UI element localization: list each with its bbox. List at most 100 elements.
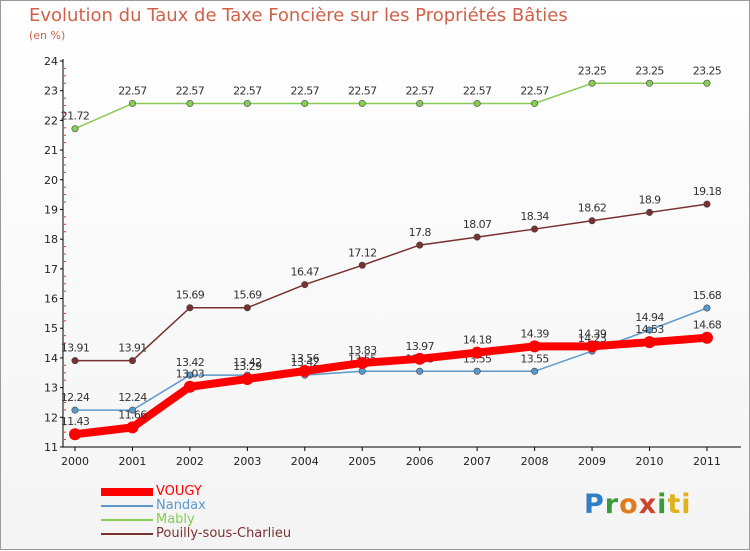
- data-label: 14.39: [578, 327, 607, 340]
- data-point: [128, 406, 136, 414]
- data-point: [645, 208, 653, 216]
- x-tick-label: 2007: [463, 455, 491, 468]
- y-tick-label: 11: [44, 441, 58, 454]
- data-label: 23.25: [693, 64, 722, 77]
- proxiti-logo: Proxiti: [584, 489, 692, 520]
- data-point: [183, 380, 196, 393]
- data-point: [645, 326, 653, 334]
- data-point: [301, 281, 309, 289]
- y-tick-label: 17: [44, 263, 58, 276]
- logo-letter: P: [584, 489, 605, 520]
- y-tick-label: 19: [44, 203, 58, 216]
- data-point: [645, 79, 653, 87]
- data-label: 17.8: [409, 226, 432, 239]
- data-point: [473, 99, 481, 107]
- data-point: [531, 99, 539, 107]
- data-point: [126, 421, 139, 434]
- data-label: 22.57: [291, 84, 320, 97]
- y-tick-label: 23: [44, 85, 58, 98]
- data-point: [588, 217, 596, 225]
- data-label: 13.55: [520, 352, 549, 365]
- data-label: 22.57: [348, 84, 377, 97]
- data-label: 22.57: [463, 84, 492, 97]
- data-label: 12.24: [61, 391, 90, 404]
- logo-letter: o: [619, 489, 639, 520]
- data-label: 15.69: [233, 289, 262, 302]
- data-label: 13.03: [176, 368, 205, 381]
- data-label: 11.43: [61, 415, 90, 428]
- y-tick-label: 24: [44, 55, 58, 68]
- data-label: 18.07: [463, 218, 492, 231]
- data-point: [69, 428, 81, 441]
- data-point: [186, 99, 194, 107]
- data-point: [71, 357, 79, 365]
- data-point: [356, 356, 369, 369]
- y-tick-label: 14: [44, 352, 58, 365]
- x-tick-label: 2000: [61, 455, 89, 468]
- data-point: [473, 233, 481, 241]
- x-tick-label: 2011: [693, 455, 721, 468]
- y-tick-label: 18: [44, 233, 58, 246]
- data-point: [703, 79, 711, 87]
- legend-swatch: [101, 505, 153, 507]
- data-point: [298, 364, 311, 377]
- data-point: [243, 99, 251, 107]
- data-label: 15.68: [693, 289, 722, 302]
- data-point: [588, 79, 596, 87]
- y-tick-label: 12: [44, 411, 58, 424]
- series-line-vougy: [71, 333, 711, 439]
- data-point: [128, 99, 136, 107]
- data-point: [186, 304, 194, 312]
- x-tick-label: 2009: [578, 455, 606, 468]
- data-label: 17.12: [348, 246, 377, 259]
- data-point: [358, 99, 366, 107]
- logo-letter: r: [604, 489, 620, 520]
- legend-item: Nandax: [101, 499, 361, 513]
- legend-item: Mably: [101, 513, 361, 527]
- data-label: 18.62: [578, 202, 607, 215]
- x-tick-label: 2010: [636, 455, 664, 468]
- legend-label: Nandax: [156, 498, 206, 513]
- legend-label: VOUGY: [156, 484, 202, 499]
- data-label: 22.57: [405, 84, 434, 97]
- y-tick-label: 16: [44, 293, 58, 306]
- data-label: 13.97: [405, 340, 434, 353]
- data-point: [700, 331, 713, 344]
- y-tick-label: 20: [44, 174, 58, 187]
- data-label: 13.56: [291, 352, 320, 365]
- data-label: 13.29: [233, 360, 262, 373]
- data-point: [241, 373, 254, 386]
- data-label: 19.18: [693, 185, 722, 198]
- legend-swatch: [101, 519, 153, 521]
- y-tick-label: 22: [44, 114, 58, 127]
- data-point: [416, 99, 424, 107]
- data-point: [586, 340, 599, 353]
- unit-label: (en %): [29, 29, 66, 42]
- series-line-pouilly-sous-charlieu: [75, 203, 708, 362]
- data-point: [528, 340, 541, 353]
- data-label: 14.68: [693, 319, 722, 332]
- data-point: [243, 304, 251, 312]
- y-tick-label: 15: [44, 322, 58, 335]
- data-label: 22.57: [176, 84, 205, 97]
- legend-item: VOUGY: [101, 485, 361, 499]
- data-label: 13.42: [176, 356, 205, 369]
- y-tick-label: 13: [44, 382, 58, 395]
- data-point: [703, 304, 711, 312]
- legend-swatch: [101, 488, 153, 496]
- data-label: 22.57: [118, 84, 147, 97]
- data-label: 12.24: [118, 391, 147, 404]
- data-point: [71, 406, 79, 414]
- x-tick-label: 2005: [348, 455, 376, 468]
- data-point: [416, 367, 424, 375]
- logo-letter: i: [657, 489, 668, 520]
- data-point: [71, 125, 79, 133]
- data-point: [358, 367, 366, 375]
- legend-label: Mably: [156, 512, 195, 527]
- data-point: [413, 352, 426, 365]
- x-tick-label: 2008: [521, 455, 549, 468]
- chart-legend: VOUGY Nandax Mably Pouilly-sous-Charlieu: [101, 485, 361, 541]
- data-label: 16.47: [291, 266, 320, 279]
